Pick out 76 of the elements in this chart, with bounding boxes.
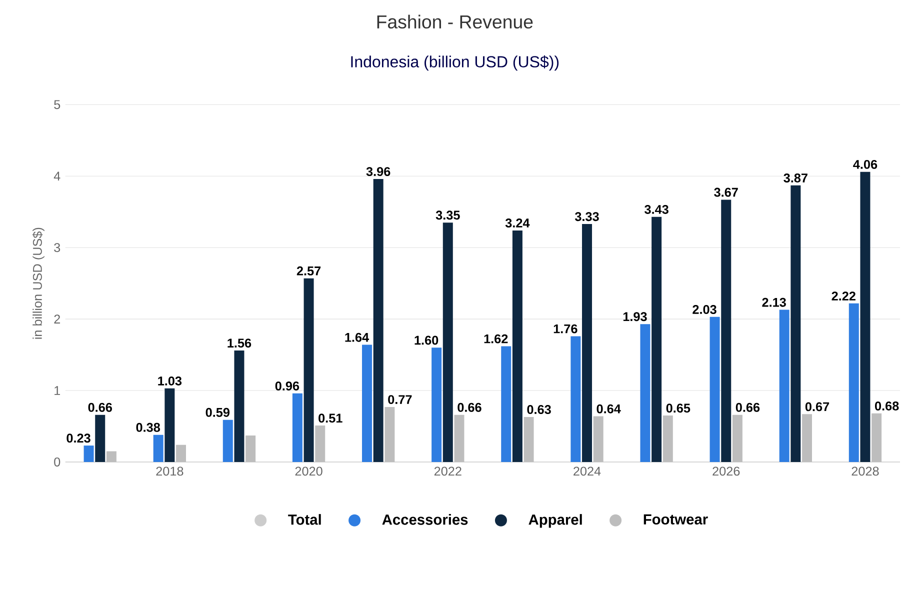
data-label: 0.96 <box>275 381 300 390</box>
data-label: 4.06 <box>853 160 878 169</box>
y-tick-label: 0 <box>54 458 60 466</box>
data-label: 3.87 <box>784 174 808 182</box>
data-label: 1.56 <box>228 338 252 348</box>
bar <box>779 310 790 462</box>
bar <box>640 324 650 462</box>
bar <box>710 316 720 462</box>
data-label: 2.22 <box>832 292 856 300</box>
bar <box>234 350 244 462</box>
data-label: 3.67 <box>714 188 738 197</box>
bar <box>512 230 522 462</box>
data-label: 0.67 <box>805 402 830 412</box>
data-label: 0.77 <box>388 395 412 404</box>
data-label: 1.03 <box>158 376 182 386</box>
data-label: 0.59 <box>206 408 230 417</box>
data-label: 0.38 <box>136 422 160 432</box>
chart-subtitle: Indonesia (billion USD (US$)) <box>351 55 559 71</box>
x-tick-label: 2022 <box>434 466 462 476</box>
bar <box>373 178 384 462</box>
data-label: 3.35 <box>436 210 460 220</box>
data-label: 2.13 <box>762 298 786 307</box>
bar <box>432 348 442 462</box>
bar <box>501 346 512 462</box>
data-label: 0.51 <box>318 414 342 423</box>
data-label: 1.60 <box>414 336 438 345</box>
bar <box>292 393 302 462</box>
y-tick-label: 3 <box>54 243 60 252</box>
x-tick-label: 2026 <box>712 466 740 476</box>
bar <box>442 222 453 462</box>
data-label: 3.43 <box>644 204 668 214</box>
x-tick-label: 2020 <box>295 466 322 476</box>
bar <box>860 172 870 462</box>
bar <box>95 414 106 462</box>
data-label: 0.65 <box>666 404 690 413</box>
data-label: 1.76 <box>554 324 578 334</box>
data-label: 2.57 <box>296 266 321 276</box>
data-label: 0.23 <box>66 434 90 443</box>
data-label: 3.24 <box>505 218 530 228</box>
data-label: 0.66 <box>88 402 112 412</box>
data-label: 0.66 <box>458 402 482 412</box>
bar <box>848 303 859 462</box>
bar <box>164 388 175 462</box>
bar <box>153 434 164 462</box>
bar <box>84 446 94 462</box>
bar <box>790 185 801 462</box>
bar <box>721 200 732 462</box>
bar <box>570 336 581 462</box>
y-tick-label: 2 <box>54 314 60 324</box>
y-tick-label: 4 <box>54 172 60 180</box>
chart-title: Fashion - Revenue <box>377 14 533 29</box>
data-label: 0.68 <box>875 402 899 410</box>
bar <box>652 216 662 462</box>
y-axis-title: in billion USD (US$) <box>32 228 44 339</box>
y-tick-label: 1 <box>54 386 60 395</box>
legend-label: Total <box>288 514 321 525</box>
data-label: 0.64 <box>596 404 621 414</box>
data-label: 3.33 <box>574 212 599 222</box>
legend-label: Accessories <box>382 514 468 525</box>
data-label: 1.64 <box>345 332 370 342</box>
y-tick-label: 5 <box>54 100 60 110</box>
x-tick-label: 2028 <box>852 466 879 476</box>
legend-label: Apparel <box>528 514 582 528</box>
data-label: 1.62 <box>484 334 508 344</box>
data-label: 0.63 <box>527 405 551 414</box>
data-label: 3.96 <box>366 167 390 176</box>
data-label: 0.66 <box>736 402 760 412</box>
data-label: 1.93 <box>623 312 647 322</box>
x-tick-label: 2018 <box>156 466 184 476</box>
bar <box>222 420 233 462</box>
legend-label: Footwear <box>644 514 708 525</box>
bar <box>304 278 314 462</box>
data-label: 2.03 <box>692 305 716 314</box>
x-tick-label: 2024 <box>574 466 601 476</box>
bar <box>582 224 592 462</box>
bar <box>362 344 372 462</box>
